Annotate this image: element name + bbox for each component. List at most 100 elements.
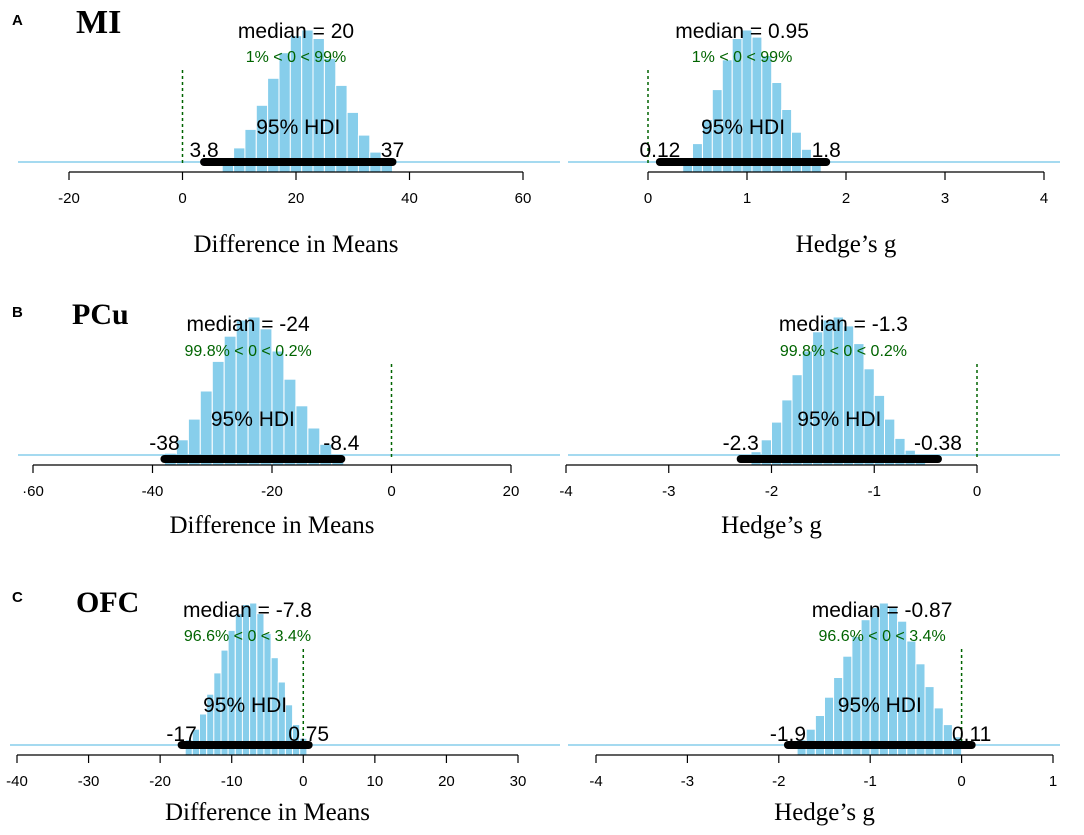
x-tick-label: ·60: [22, 483, 44, 500]
x-tick-label: 1: [1049, 773, 1057, 790]
hdi-lower-label: -17: [166, 723, 196, 746]
x-tick-label: 2: [842, 190, 850, 207]
x-tick-label: 3: [941, 190, 949, 207]
x-tick-label: 0: [973, 483, 981, 500]
chart-C-left: -40 -30 -20 -10 0 10 20 30 Difference in Means 96…: [6, 599, 560, 826]
row-label-b: B PCu: [12, 298, 129, 331]
x-tick-label: -30: [78, 773, 100, 790]
histogram-bar: [832, 316, 844, 466]
x-tick-label: 1: [743, 190, 751, 207]
median-label: median = 0.95: [675, 20, 809, 43]
comparison-label: 96.6% < 0 < 3.4%: [184, 628, 311, 645]
median-label: median = 20: [238, 20, 354, 43]
x-tick-label: -4: [589, 773, 602, 790]
x-axis-label: Hedge’s g: [721, 512, 822, 539]
comparison-label: 1% < 0 < 99%: [692, 49, 793, 66]
comparison-label: 1% < 0 < 99%: [246, 49, 347, 66]
hdi-upper-label: 37: [381, 139, 404, 162]
comparison-label: 99.8% < 0 < 0.2%: [184, 343, 311, 360]
x-tick-label: 60: [515, 190, 532, 207]
histogram-bar: [278, 52, 291, 173]
chart-B-right: -4 -3 -2 -1 0 Hedge’s g 99.8% < 0 < 0.2% median…: [559, 313, 1060, 539]
x-tick-label: -20: [58, 190, 80, 207]
median-label: median = -1.3: [779, 313, 908, 336]
chart-C-right: -4 -3 -2 -1 0 1 Hedge’s g 96.6% < 0 < 3.4% media…: [568, 599, 1060, 826]
x-tick-label: 30: [510, 773, 527, 790]
histogram-bar: [357, 134, 371, 173]
x-tick-label: 20: [288, 190, 305, 207]
region-title-ofc: OFC: [76, 586, 139, 619]
chart-A-left: -20 0 20 40 60 Difference in Means 1% < 0 < 99…: [18, 20, 560, 258]
panel-letter-c: C: [12, 589, 23, 606]
x-axis-label: Difference in Means: [165, 799, 370, 826]
comparison-label: 99.8% < 0 < 0.2%: [780, 343, 907, 360]
region-title-pcu: PCu: [72, 298, 129, 331]
median-label: median = -7.8: [183, 599, 312, 622]
histogram-bar: [878, 602, 889, 756]
histogram-bar: [761, 55, 773, 173]
x-tick-label: 0: [957, 773, 965, 790]
hdi-lower-label: 3.8: [189, 139, 218, 162]
hdi-upper-label: 0.75: [288, 723, 329, 746]
hdi-lower-label: 0.12: [639, 139, 680, 162]
x-tick-label: 40: [401, 190, 418, 207]
x-tick-label: 20: [503, 483, 520, 500]
panel-letter-b: B: [12, 304, 23, 321]
x-tick-label: 10: [367, 773, 384, 790]
hdi-upper-label: 0.11: [952, 723, 991, 746]
x-tick-label: 0: [644, 190, 652, 207]
histogram-bar: [227, 629, 236, 756]
row-label-c: C OFC: [12, 586, 139, 619]
x-axis-label: Hedge’s g: [774, 799, 875, 826]
hdi-upper-label: -0.38: [914, 432, 962, 455]
hdi-text: 95% HDI: [701, 116, 785, 139]
x-tick-label: -2: [765, 483, 778, 500]
hdi-lower-label: -38: [149, 432, 179, 455]
hdi-upper-label: -8.4: [323, 432, 360, 455]
x-tick-label: -4: [559, 483, 572, 500]
histogram-bar: [822, 319, 834, 466]
hdi-lower-label: -2.3: [723, 432, 759, 455]
histogram-bar: [814, 715, 826, 756]
hdi-text: 95% HDI: [211, 408, 295, 431]
x-tick-label: 20: [438, 773, 455, 790]
median-label: median = -24: [187, 313, 310, 336]
x-tick-label: -3: [681, 773, 694, 790]
region-title-mi: MI: [76, 4, 121, 41]
x-tick-label: 0: [299, 773, 307, 790]
x-tick-label: 4: [1040, 190, 1048, 207]
histogram-bar: [249, 602, 258, 756]
histogram-bar: [235, 319, 249, 466]
hdi-lower-label: -1.9: [770, 723, 806, 746]
x-tick-label: -2: [772, 773, 785, 790]
x-tick-label: -1: [864, 773, 877, 790]
x-tick-label: 0: [178, 190, 186, 207]
hdi-text: 95% HDI: [256, 116, 340, 139]
x-tick-label: -10: [221, 773, 243, 790]
row-label-a: A MI: [12, 4, 121, 41]
x-tick-label: 0: [387, 483, 395, 500]
hdi-text: 95% HDI: [203, 694, 287, 717]
histogram-bar: [692, 143, 703, 173]
chart-B-left: ·60 -40 -20 0 20 Difference in Means 99.8% < 0…: [18, 313, 560, 539]
hdi-text: 95% HDI: [797, 408, 881, 431]
x-tick-label: -20: [149, 773, 171, 790]
x-axis-label: Difference in Means: [169, 512, 374, 539]
panel-letter-a: A: [12, 12, 23, 29]
hdi-text: 95% HDI: [838, 694, 922, 717]
x-tick-label: -3: [662, 483, 675, 500]
median-label: median = -0.87: [812, 599, 953, 622]
x-tick-label: -1: [868, 483, 881, 500]
x-tick-label: -20: [261, 483, 283, 500]
x-tick-label: -40: [142, 483, 164, 500]
hdi-upper-label: 1.8: [812, 139, 841, 162]
histogram-bar: [247, 316, 261, 466]
histogram-bar: [853, 343, 865, 466]
x-tick-label: -40: [6, 773, 28, 790]
histogram-bar: [791, 131, 802, 173]
comparison-label: 96.6% < 0 < 3.4%: [818, 628, 945, 645]
x-axis-label: Hedge’s g: [796, 231, 897, 258]
chart-A-right: 0 1 2 3 4 Hedge’s g 1% < 0 < 99% median = 0.95 9…: [568, 20, 1060, 258]
x-axis-label: Difference in Means: [193, 231, 398, 258]
